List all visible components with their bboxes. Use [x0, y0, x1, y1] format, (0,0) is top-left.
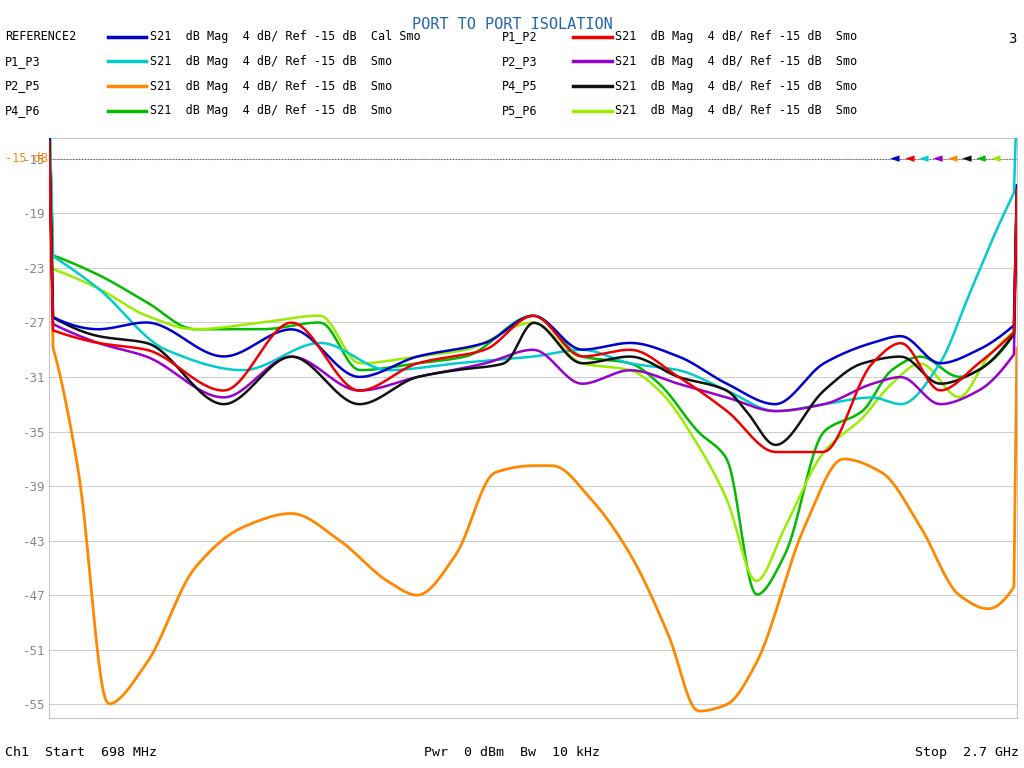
Text: P4_P6: P4_P6 [5, 104, 41, 117]
Text: 3: 3 [1009, 32, 1017, 46]
Text: S21  dB Mag  4 dB/ Ref -15 dB  Cal Smo: S21 dB Mag 4 dB/ Ref -15 dB Cal Smo [150, 31, 420, 43]
Text: S21  dB Mag  4 dB/ Ref -15 dB  Smo: S21 dB Mag 4 dB/ Ref -15 dB Smo [615, 104, 858, 117]
Text: Stop  2.7 GHz: Stop 2.7 GHz [914, 746, 1019, 759]
Text: ◄: ◄ [990, 152, 1000, 165]
Text: -15 dB: -15 dB [5, 152, 48, 165]
Text: ◄: ◄ [947, 152, 957, 165]
Text: S21  dB Mag  4 dB/ Ref -15 dB  Smo: S21 dB Mag 4 dB/ Ref -15 dB Smo [150, 104, 392, 117]
Text: S21  dB Mag  4 dB/ Ref -15 dB  Smo: S21 dB Mag 4 dB/ Ref -15 dB Smo [615, 55, 858, 68]
Text: P1_P3: P1_P3 [5, 55, 41, 68]
Text: S21  dB Mag  4 dB/ Ref -15 dB  Smo: S21 dB Mag 4 dB/ Ref -15 dB Smo [150, 55, 392, 68]
Text: S21  dB Mag  4 dB/ Ref -15 dB  Smo: S21 dB Mag 4 dB/ Ref -15 dB Smo [150, 80, 392, 92]
Text: ◄: ◄ [962, 152, 972, 165]
Text: ◄: ◄ [933, 152, 943, 165]
Text: Pwr  0 dBm  Bw  10 kHz: Pwr 0 dBm Bw 10 kHz [424, 746, 600, 759]
Text: P2_P5: P2_P5 [5, 80, 41, 92]
Text: S21  dB Mag  4 dB/ Ref -15 dB  Smo: S21 dB Mag 4 dB/ Ref -15 dB Smo [615, 31, 858, 43]
Text: PORT TO PORT ISOLATION: PORT TO PORT ISOLATION [412, 17, 612, 32]
Text: Ch1  Start  698 MHz: Ch1 Start 698 MHz [5, 746, 157, 759]
Text: P2_P3: P2_P3 [502, 55, 538, 68]
Text: ◄: ◄ [904, 152, 914, 165]
Text: P5_P6: P5_P6 [502, 104, 538, 117]
Text: ◄: ◄ [976, 152, 986, 165]
Text: ◄: ◄ [890, 152, 900, 165]
Text: ◄: ◄ [919, 152, 929, 165]
Text: P1_P2: P1_P2 [502, 31, 538, 43]
Text: S21  dB Mag  4 dB/ Ref -15 dB  Smo: S21 dB Mag 4 dB/ Ref -15 dB Smo [615, 80, 858, 92]
Text: REFERENCE2: REFERENCE2 [5, 31, 77, 43]
Text: P4_P5: P4_P5 [502, 80, 538, 92]
